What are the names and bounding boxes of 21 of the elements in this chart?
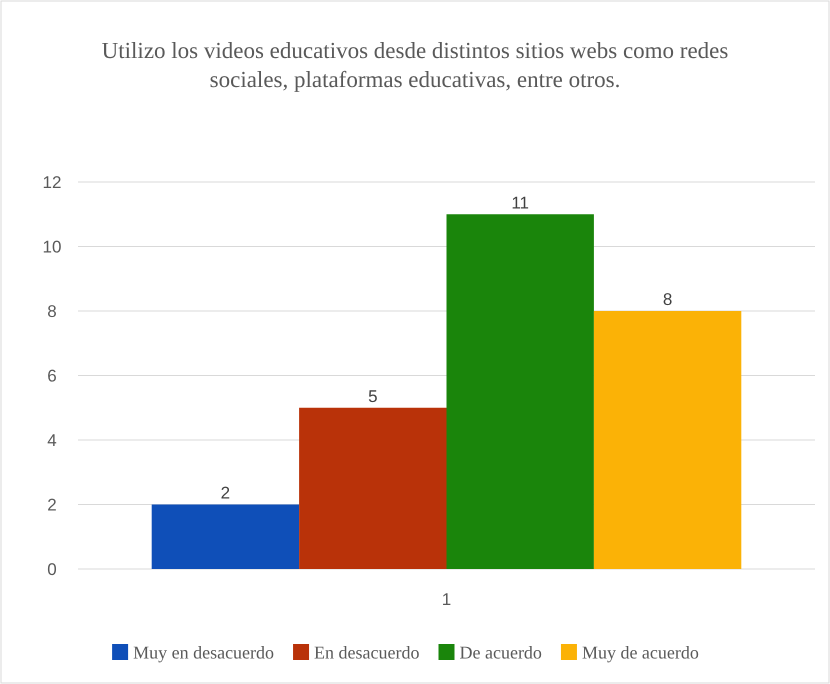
y-tick-label: 12 bbox=[42, 172, 62, 192]
bar bbox=[446, 214, 594, 569]
data-label: 2 bbox=[220, 484, 230, 502]
y-tick-label: 0 bbox=[47, 560, 57, 579]
x-tick-label: 1 bbox=[442, 590, 452, 609]
y-tick-label: 4 bbox=[47, 430, 57, 450]
legend-label: Muy de acuerdo bbox=[582, 642, 699, 662]
bar bbox=[152, 504, 300, 569]
legend-label: Muy en desacuerdo bbox=[133, 642, 274, 662]
bar bbox=[594, 311, 742, 569]
legend-label: De acuerdo bbox=[460, 642, 542, 662]
y-tick-label: 10 bbox=[42, 237, 62, 256]
data-label: 11 bbox=[511, 193, 530, 212]
data-label: 8 bbox=[662, 290, 672, 309]
bar bbox=[299, 408, 446, 569]
y-tick-label: 6 bbox=[47, 366, 57, 386]
chart-title: Utilizo los videos educativos desde distintos sitios webs como redes sociales, plataformas educativas, entre otros. bbox=[102, 38, 728, 92]
y-tick-label: 8 bbox=[47, 302, 57, 321]
y-tick-label: 2 bbox=[47, 495, 57, 514]
legend-label: En desacuerdo bbox=[314, 642, 420, 662]
data-label: 5 bbox=[368, 386, 378, 406]
